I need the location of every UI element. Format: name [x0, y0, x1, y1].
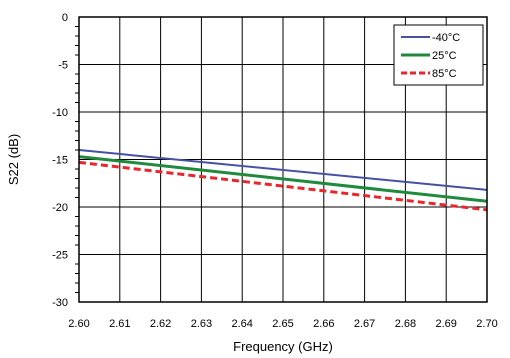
series-line-1: [78, 155, 488, 203]
y-tick-label: 0: [62, 12, 68, 24]
x-tick-label: 2.62: [150, 318, 171, 330]
x-tick-label: 2.70: [476, 318, 497, 330]
x-tick-label: 2.69: [435, 318, 456, 330]
y-axis-label: S22 (dB): [6, 134, 21, 185]
legend-label: 25°C: [432, 50, 457, 62]
y-tick-label: -15: [52, 155, 68, 167]
legend-label: -40°C: [432, 32, 460, 44]
legend: -40°C 25°C 85°C: [393, 24, 484, 86]
series-line-0: [78, 149, 488, 191]
series-lines: [78, 149, 488, 212]
legend-label: 85°C: [432, 68, 457, 80]
y-tick-label: -5: [58, 60, 68, 72]
y-tick-label: -30: [52, 297, 68, 309]
x-tick-label: 2.64: [231, 318, 252, 330]
x-axis-label: Frequency (GHz): [233, 339, 333, 354]
series-line-2: [78, 160, 488, 212]
x-tick-label: 2.63: [191, 318, 212, 330]
x-tick-label: 2.65: [272, 318, 293, 330]
x-tick-label: 2.60: [68, 318, 89, 330]
y-tick-label: -20: [52, 202, 68, 214]
x-tick-label: 2.66: [313, 318, 334, 330]
y-tick-label: -25: [52, 250, 68, 262]
y-tick-labels: 0 -5 -10 -15 -20 -25 -30: [52, 12, 68, 309]
x-tick-labels: 2.60 2.61 2.62 2.63 2.64 2.65 2.66 2.67 2.68 2.69…: [68, 318, 497, 330]
y-tick-label: -10: [52, 107, 68, 119]
y-minor-ticks: [75, 26, 79, 293]
x-tick-label: 2.67: [354, 318, 375, 330]
x-tick-label: 2.68: [395, 318, 416, 330]
plot-frame: [78, 16, 488, 303]
x-tick-label: 2.61: [109, 318, 130, 330]
